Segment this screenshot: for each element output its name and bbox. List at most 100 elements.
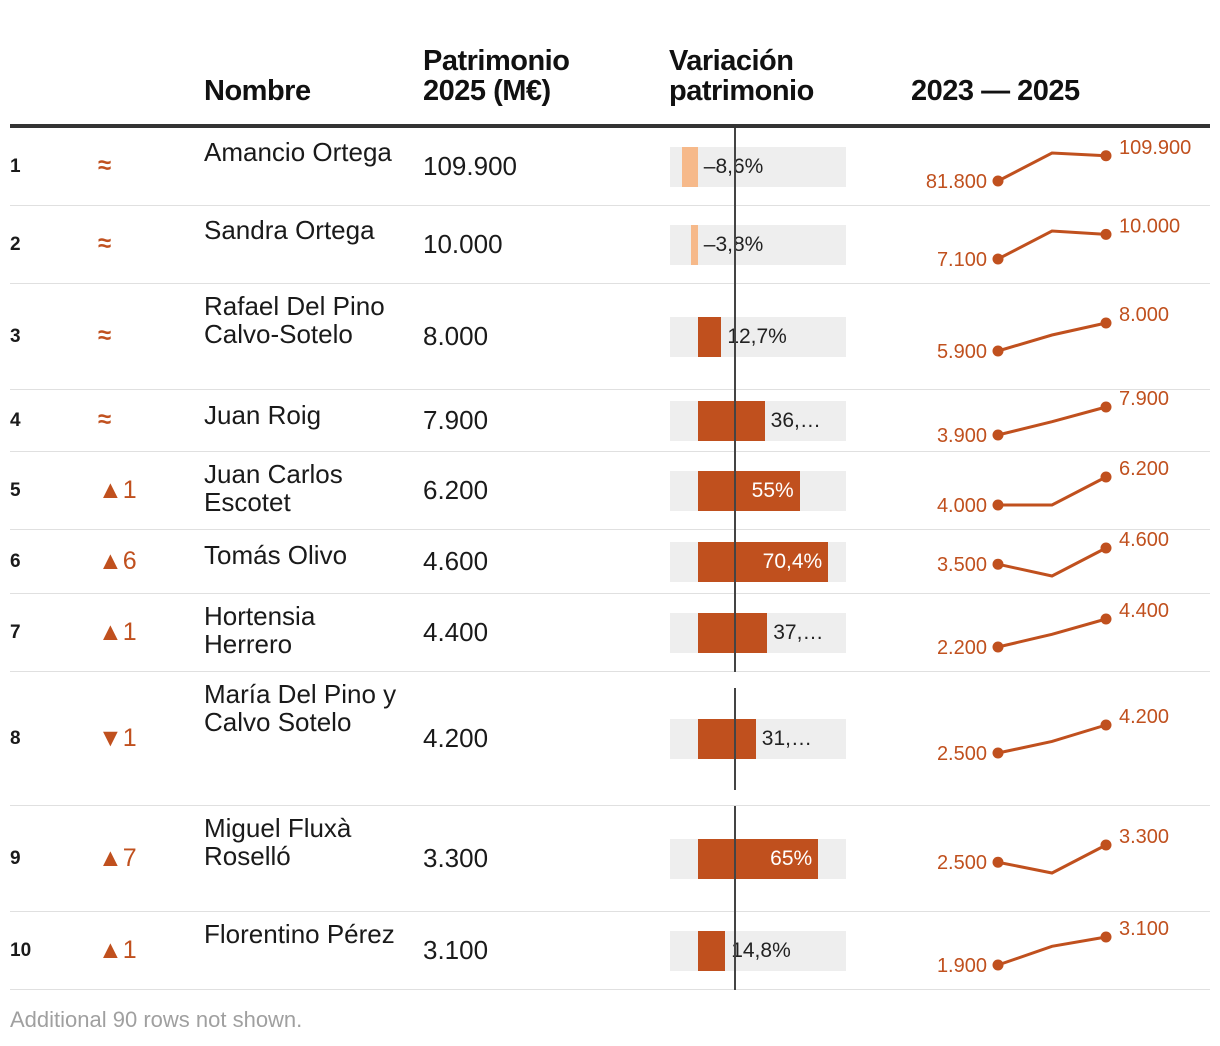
header-patrimonio[interactable]: Patrimonio 2025 (M€) xyxy=(423,46,623,106)
person-name: María Del Pino y Calvo Sotelo xyxy=(204,679,397,737)
header-variacion-line1: Variación xyxy=(669,45,794,77)
rank-change-equal-icon: ≈ xyxy=(98,230,112,257)
table-row[interactable]: 4 ≈ Juan Roig 7.900 36,… 3.900 7.900 xyxy=(10,390,1210,452)
table-row[interactable]: 2 ≈ Sandra Ortega 10.000 –3,8% 7.100 10.000 xyxy=(10,206,1210,284)
sparkline: 7.100 10.000 xyxy=(937,215,1180,271)
header-range: 2023 — 2025 xyxy=(911,75,1080,107)
sparkline-start-label: 2.500 xyxy=(937,852,987,874)
variation-label: 70,4% xyxy=(762,550,823,573)
patrimonio-value: 4.600 xyxy=(423,546,489,576)
sparkline-start-label: 5.900 xyxy=(937,341,987,363)
variation-bar-track: –8,6% xyxy=(670,147,846,187)
rank-change-equal-icon: ≈ xyxy=(98,322,112,349)
sparkline-end-label: 4.200 xyxy=(1119,706,1169,728)
footer-note: Additional 90 rows not shown. xyxy=(10,1007,303,1032)
sparkline-start-label: 2.500 xyxy=(937,743,987,765)
person-name: Florentino Pérez xyxy=(204,919,395,949)
person-name: Miguel Fluxà Roselló xyxy=(204,813,352,871)
rank-change-up-icon: ▲7 xyxy=(98,844,137,872)
variation-bar-track: 31,… xyxy=(670,719,846,759)
sparkline-end-label: 109.900 xyxy=(1119,137,1191,159)
sparkline-end-label: 10.000 xyxy=(1119,215,1180,237)
variation-label: 12,7% xyxy=(727,325,787,348)
sparkline-path xyxy=(997,617,1107,649)
sparkline-end-point xyxy=(1100,931,1112,943)
variation-label: –8,6% xyxy=(704,147,764,187)
rank-change-up-icon: ▲1 xyxy=(98,476,137,504)
table-row[interactable]: 3 ≈ Rafael Del Pino Calvo-Sotelo 8.000 12,7%… xyxy=(10,284,1210,390)
variation-bar xyxy=(697,613,768,653)
sparkline: 5.900 8.000 xyxy=(937,304,1169,363)
sparkline-start-label: 7.100 xyxy=(937,249,987,271)
sparkline-end-point xyxy=(1100,542,1112,554)
header-patrimonio-line1: Patrimonio xyxy=(423,45,570,77)
sparkline-end-point xyxy=(1100,317,1112,329)
variation-label: 31,… xyxy=(761,727,812,750)
sparkline-end-label: 3.300 xyxy=(1119,826,1169,848)
rank-number: 3 xyxy=(10,326,21,347)
variation-label: 37,… xyxy=(773,621,824,644)
rank-number: 5 xyxy=(10,480,21,501)
zero-axis xyxy=(734,688,736,790)
sparkline: 1.900 3.100 xyxy=(937,918,1169,977)
sparkline-path xyxy=(997,321,1107,353)
sparkline-start-point xyxy=(992,345,1004,357)
rank-number: 6 xyxy=(10,551,21,572)
variation-label: 65% xyxy=(770,847,813,870)
sparkline-end-label: 6.200 xyxy=(1119,458,1169,480)
sparkline: 81.800 109.900 xyxy=(926,137,1191,193)
rank-number: 10 xyxy=(10,940,32,961)
rank-change-up-icon: ▲6 xyxy=(98,547,137,575)
sparkline-start-point xyxy=(992,747,1004,759)
zero-axis xyxy=(734,806,736,912)
variation-label: –3,8% xyxy=(704,225,764,265)
patrimonio-value: 7.900 xyxy=(423,405,489,435)
rank-change-up-icon: ▲1 xyxy=(98,936,137,964)
sparkline-end-label: 8.000 xyxy=(1119,304,1169,326)
sparkline-start-point xyxy=(992,253,1004,265)
sparkline-path xyxy=(997,935,1107,967)
table-row[interactable]: 1 ≈ Amancio Ortega 109.900 –8,6% 81.800 109.90… xyxy=(10,128,1210,206)
zero-axis xyxy=(734,284,736,390)
rank-number: 9 xyxy=(10,848,21,869)
sparkline-start-point xyxy=(992,856,1004,868)
sparkline-path xyxy=(997,723,1107,755)
person-name: Juan Roig xyxy=(204,400,322,430)
sparkline-end-label: 4.400 xyxy=(1119,600,1169,622)
table-row[interactable]: 5 ▲1 Juan Carlos Escotet 6.200 55% 4.000 6.200 xyxy=(10,452,1210,530)
rank-change-equal-icon: ≈ xyxy=(98,152,112,179)
ranking-table: Nombre Patrimonio 2025 (M€) Variación pa… xyxy=(10,0,1210,990)
table-body: 1 ≈ Amancio Ortega 109.900 –8,6% 81.800 109.90… xyxy=(10,128,1210,990)
patrimonio-value: 4.400 xyxy=(423,617,489,647)
rank-number: 7 xyxy=(10,622,21,643)
table-row[interactable]: 6 ▲6 Tomás Olivo 4.600 70,4% 3.500 4.600 xyxy=(10,530,1210,594)
variation-bar-track: 12,7% xyxy=(670,317,846,357)
header-variacion[interactable]: Variación patrimonio xyxy=(669,46,869,106)
zero-axis xyxy=(734,390,736,452)
variation-bar-track: 55% xyxy=(670,471,846,511)
patrimonio-value: 6.200 xyxy=(423,475,489,505)
sparkline-end-label: 7.900 xyxy=(1119,390,1169,410)
zero-axis xyxy=(734,594,736,672)
variation-bar xyxy=(697,542,829,582)
variation-bar-track: –3,8% xyxy=(670,225,846,265)
table-row[interactable]: 8 ▼1 María Del Pino y Calvo Sotelo 4.200 31,… xyxy=(10,672,1210,806)
sparkline-start-point xyxy=(992,429,1004,441)
table-row[interactable]: 7 ▲1 Hortensia Herrero 4.400 37,… 2.200 4.400 xyxy=(10,594,1210,672)
sparkline-start-point xyxy=(992,499,1004,511)
sparkline-start-label: 81.800 xyxy=(926,171,987,193)
rank-number: 4 xyxy=(10,410,21,431)
sparkline-start-point xyxy=(992,175,1004,187)
sparkline-start-label: 2.200 xyxy=(937,637,987,659)
sparkline-start-point xyxy=(992,558,1004,570)
sparkline-end-point xyxy=(1100,471,1112,483)
header-nombre[interactable]: Nombre xyxy=(204,75,311,107)
table-row[interactable]: 10 ▲1 Florentino Pérez 3.100 14,8% 1.900 3.100 xyxy=(10,912,1210,990)
variation-label: 36,… xyxy=(770,409,821,432)
rank-change-down-icon: ▼1 xyxy=(98,724,137,752)
sparkline-path xyxy=(997,405,1107,437)
person-name: Hortensia Herrero xyxy=(204,601,316,659)
variation-bar xyxy=(690,225,698,265)
table-row[interactable]: 9 ▲7 Miguel Fluxà Roselló 3.300 65% 2.500 3.30… xyxy=(10,806,1210,912)
rank-change-up-icon: ▲1 xyxy=(98,618,137,646)
